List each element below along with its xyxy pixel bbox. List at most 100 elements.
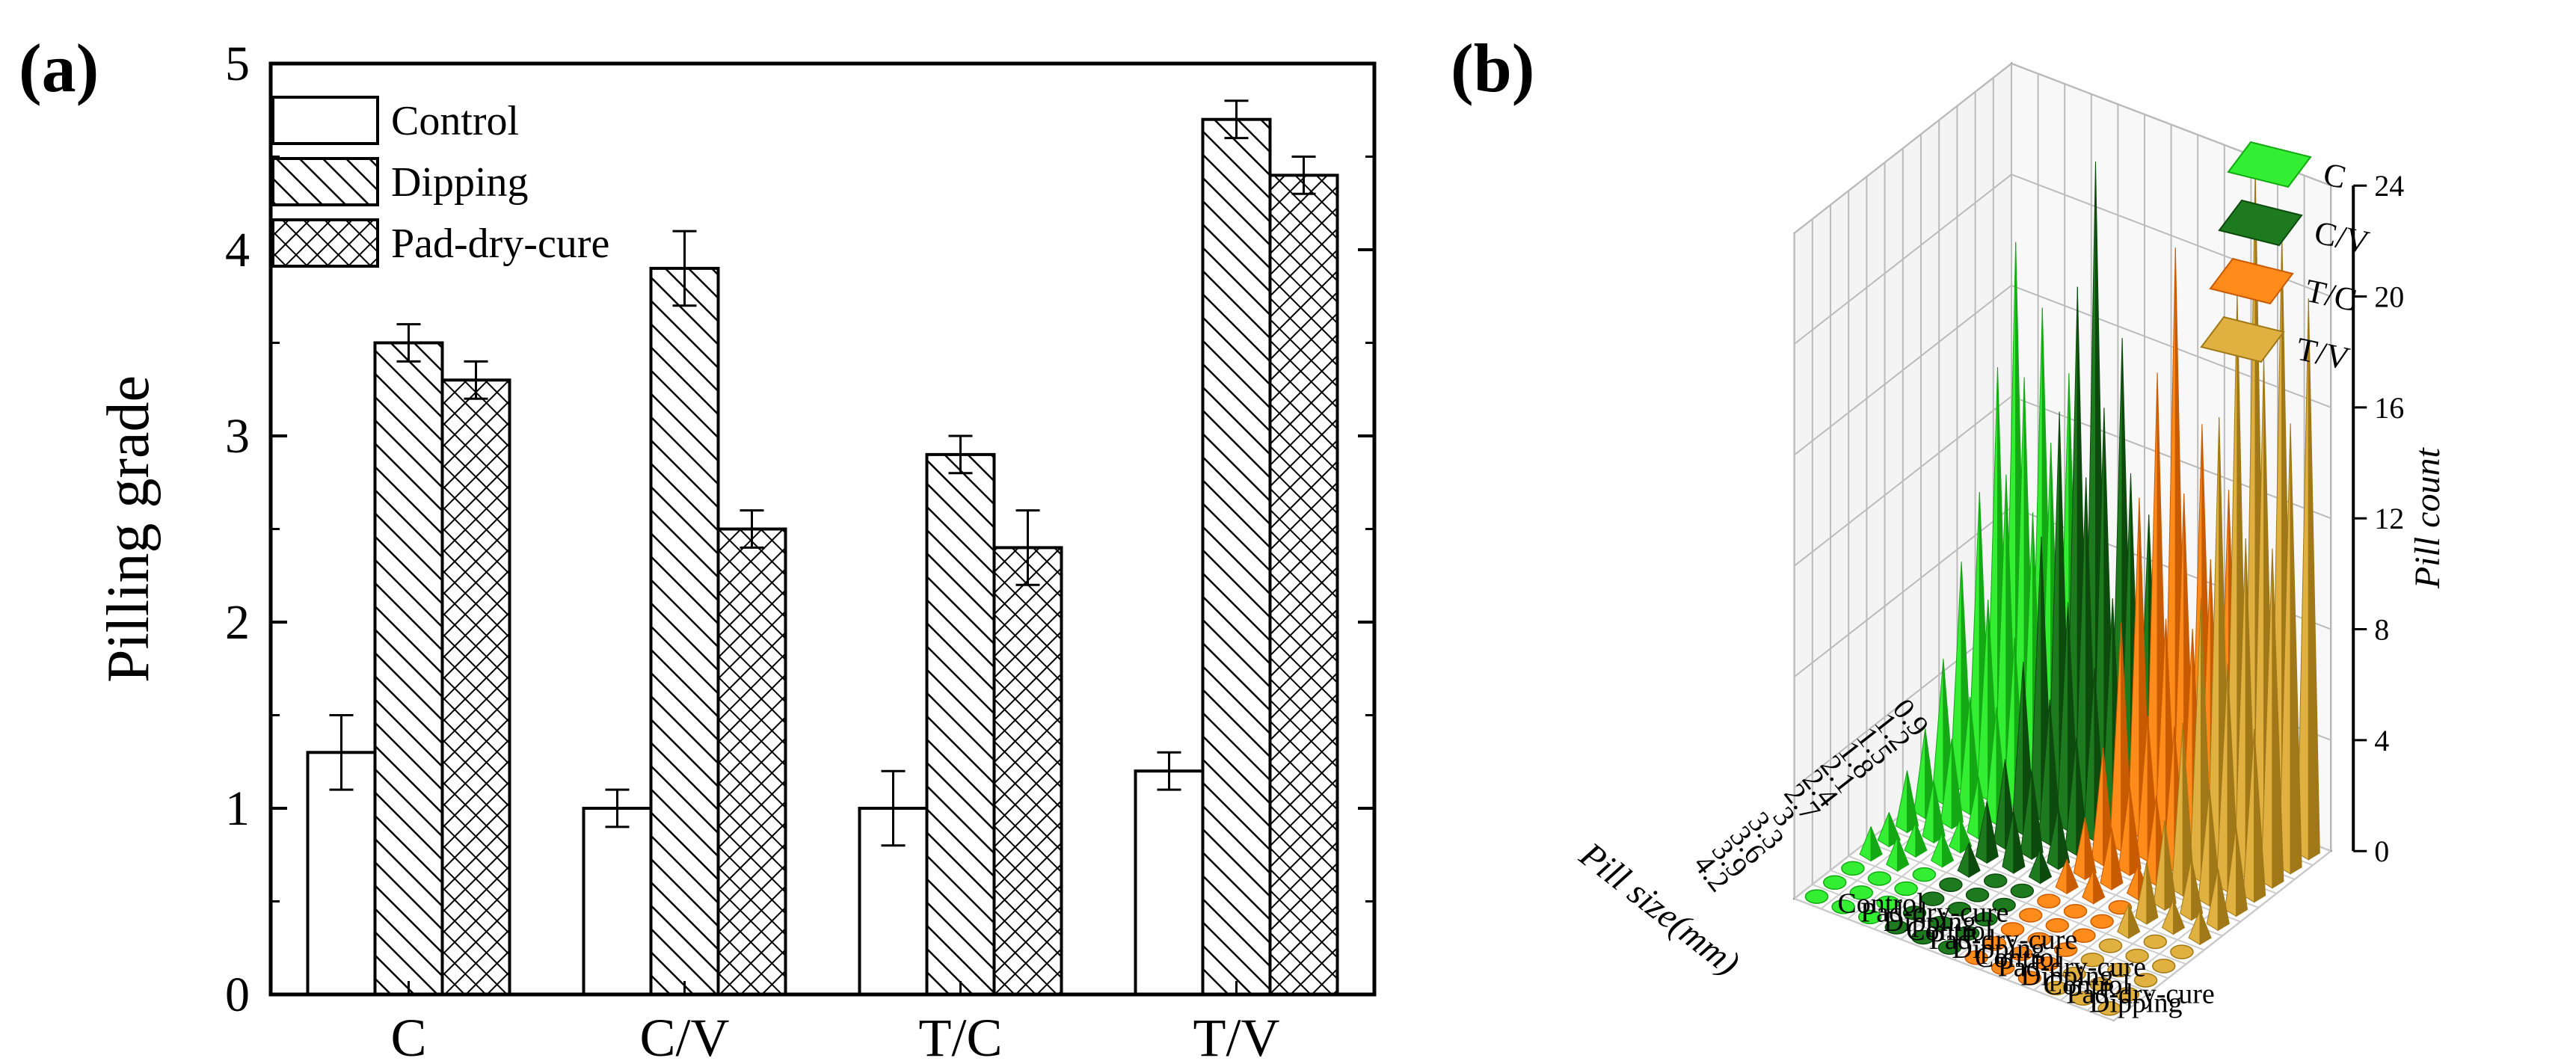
z-tick-label: 0 [2374,834,2389,868]
z-tick-label: 16 [2374,391,2404,425]
cone-base-tv [2062,966,2086,982]
cone-base-tc [2027,932,2051,947]
z-tick-label: 4 [2374,724,2389,757]
z-tick-label: 8 [2374,613,2389,647]
panel-b-legend: CC/VT/CT/V [2200,141,2373,378]
legend-label-c: C [2320,156,2349,196]
legend-swatch-cv [2218,199,2303,247]
legend-swatch-dipping [271,157,379,206]
y-tick-label: 4 [225,223,250,277]
cone-base-tv [2143,934,2168,950]
cone-base-tv [2151,959,2176,974]
wall-gridline [2011,284,2331,408]
treatment-label: Pad-dry-cure [2066,979,2214,1010]
panel-b-cones [1804,162,2320,1016]
x-tick-label: C [390,1008,426,1064]
cone-base-tc [1991,960,2015,976]
y-tick-label: 1 [225,781,250,836]
cone-shade-tc [2066,859,2079,895]
bar-pad-dry-cure-c [440,378,511,996]
cone-base-tc [2037,894,2061,908]
bar-dipping-c [373,341,444,996]
cone-shade-cv [2040,849,2053,885]
panel-a-legend: Control Dipping Pad-dry-cure [271,96,609,268]
cone-base-c [1876,895,1900,911]
cone-base-c [1867,871,1892,886]
cone-base-tc [1964,950,1988,965]
cone-base-c [1841,861,1865,876]
panel-a-bar-chart: (a) C C/V T/C T/V 0 1 2 3 4 5 Pilling grade Contro… [19,30,1377,1064]
z-tick-label: 24 [2374,169,2404,203]
cone-base-cv [1929,915,1953,931]
cone-base-cv [1920,891,1945,906]
cone-base-c [1849,885,1874,900]
cone-base-tc [2035,956,2060,971]
cone-shade-tv [2236,826,2248,917]
wall-gridline [1793,173,2012,345]
cone-base-tv [2044,980,2068,996]
cone-base-tv [2115,987,2140,1002]
cone-shade-c [1870,826,1883,862]
legend-swatch-tv [2200,316,2285,363]
bar-dipping-cv [649,266,720,996]
z-tick-label: 12 [2374,502,2404,535]
y-tick-label: 3 [225,409,250,464]
cone-base-cv [1955,926,1980,941]
cone-base-cv [1911,929,1935,945]
cone-base-cv [1902,905,1927,920]
cone-shade-tv [2308,298,2320,861]
bar-pad-dry-cure-tc [992,546,1063,996]
cone-shade-tv [2290,423,2302,875]
cone-shade-tv [2217,868,2230,932]
bar-control-cv [582,807,653,996]
y-tick-label: 2 [225,595,250,650]
bar-dipping-tv [1201,117,1272,997]
cone-base-tv [2071,991,2095,1006]
cone-shade-c [1897,836,1910,872]
cone-shade-tv [2146,861,2159,925]
cone-base-cv [1992,897,2016,913]
wall-gridline [1793,63,2012,234]
cone-base-tv [2170,944,2194,959]
cone-base-c [1894,881,1918,897]
floor-gridline [2113,850,2331,1021]
cone-base-tc [2072,928,2096,943]
x-tick-label: C/V [639,1008,729,1064]
panel-a-bars [306,99,1339,997]
cone-base-c [1822,875,1847,890]
cone-base-tv [2133,973,2158,988]
legend-swatch-pad-dry-cure [271,218,379,268]
y-tick-label: 5 [225,37,250,91]
cone-shade-cv [1986,801,1999,864]
cone-base-c [1857,909,1882,925]
legend-swatch-tc [2209,257,2294,305]
cone-base-tc [2000,922,2025,937]
y-axis-label: Pilling grade [96,375,162,683]
treatment-label: Control [1975,942,2062,974]
wall-gridline [1793,284,2012,456]
cone-base-tv [2097,1001,2121,1016]
cone-base-tv [2080,953,2105,968]
cone-base-tc [2053,942,2078,957]
cone-base-cv [1947,902,1972,917]
cone-base-tc [2045,917,2070,933]
cone-shade-cv [1968,843,1981,879]
cone-base-cv [1937,940,1962,955]
treatment-label: Pad-dry-cure [1998,951,2146,982]
treatment-label: Pad-dry-cure [1929,924,2077,956]
cone-base-tc [2017,971,2042,985]
legend-label-pad-dry-cure: Pad-dry-cure [391,221,609,267]
cone-base-tv [2107,962,2131,978]
cone-base-c [1804,889,1829,904]
z-tick-label: 20 [2374,280,2404,314]
panel-b-label: (b) [1451,30,1534,106]
treatment-label: Control [1906,915,1993,947]
z-axis-label: Pill count [2408,447,2447,590]
treatment-label: Dipping [2020,960,2114,991]
cone-base-cv [1884,920,1909,935]
cone-base-tv [2125,948,2149,964]
x-tick-label: T/V [1193,1008,1280,1064]
cone-shade-tv [2199,910,2212,946]
